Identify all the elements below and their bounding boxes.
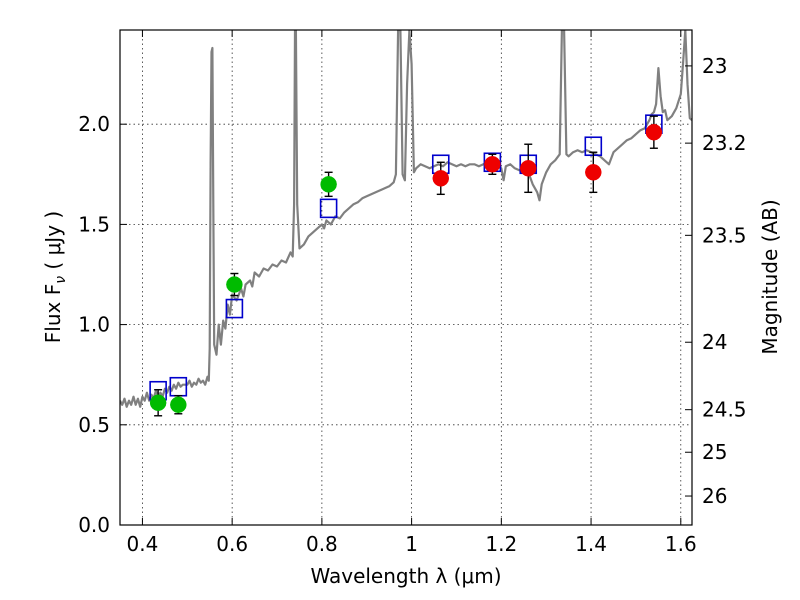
y2-axis-label: Magnitude (AB) [758,199,782,354]
x-tick-label: 0.6 [216,532,248,556]
y-axis-label-unit: ( μJy ) [41,211,65,276]
spectrum-series [120,30,692,408]
y2-tick-label: 24 [702,330,727,354]
observed-nir-point [645,123,663,141]
observed-optical-point [170,396,187,414]
axes [119,29,693,526]
y2-tick-label: 24.5 [702,398,747,422]
y-axis-label: Flux Fν ( μJy ) [41,211,69,343]
y-axis-label-subscript: ν [53,276,69,284]
y2-tick-label: 23 [702,54,727,78]
y-axis-label-main: Flux F [41,284,65,343]
y2-tick-label: 23.2 [702,131,747,155]
observed-nir-point [484,156,501,173]
y-tick-label: 1.5 [78,212,110,236]
x-tick-label: 1 [405,532,418,556]
y-tick-label: 1.0 [78,313,110,337]
x-tick-label: 1.2 [485,532,517,556]
tick-labels: 0.4 0.6 0.8 1 1.2 1.4 1.6 0.0 0.5 1.0 1.5 2.0 23 23.2… [78,54,746,556]
observed-nir-point [520,160,537,177]
observed-nir-point [585,164,602,181]
photometry-points [149,114,663,417]
y2-tick-label: 25 [702,440,727,464]
x-tick-label: 0.8 [306,532,338,556]
y-tick-label: 0.5 [78,413,110,437]
model-photometry-square [319,198,338,219]
observed-optical-point [226,276,243,293]
observed-optical-point [320,176,337,193]
tick-marks [120,30,692,526]
spectrum-line [120,30,692,408]
observed-nir-point [432,170,450,187]
y-tick-label: 2.0 [78,112,110,136]
y-tick-label: 0.0 [78,513,110,537]
y2-tick-label: 26 [702,484,727,508]
x-tick-label: 0.4 [127,532,159,556]
observed-optical-point [149,394,167,412]
x-tick-label: 1.6 [665,532,697,556]
y2-tick-label: 23.5 [702,223,747,247]
x-tick-label: 1.4 [575,532,607,556]
x-axis-label: Wavelength λ (μm) [310,564,501,588]
plot-frame [119,29,693,526]
model-photometry-square [225,298,244,319]
